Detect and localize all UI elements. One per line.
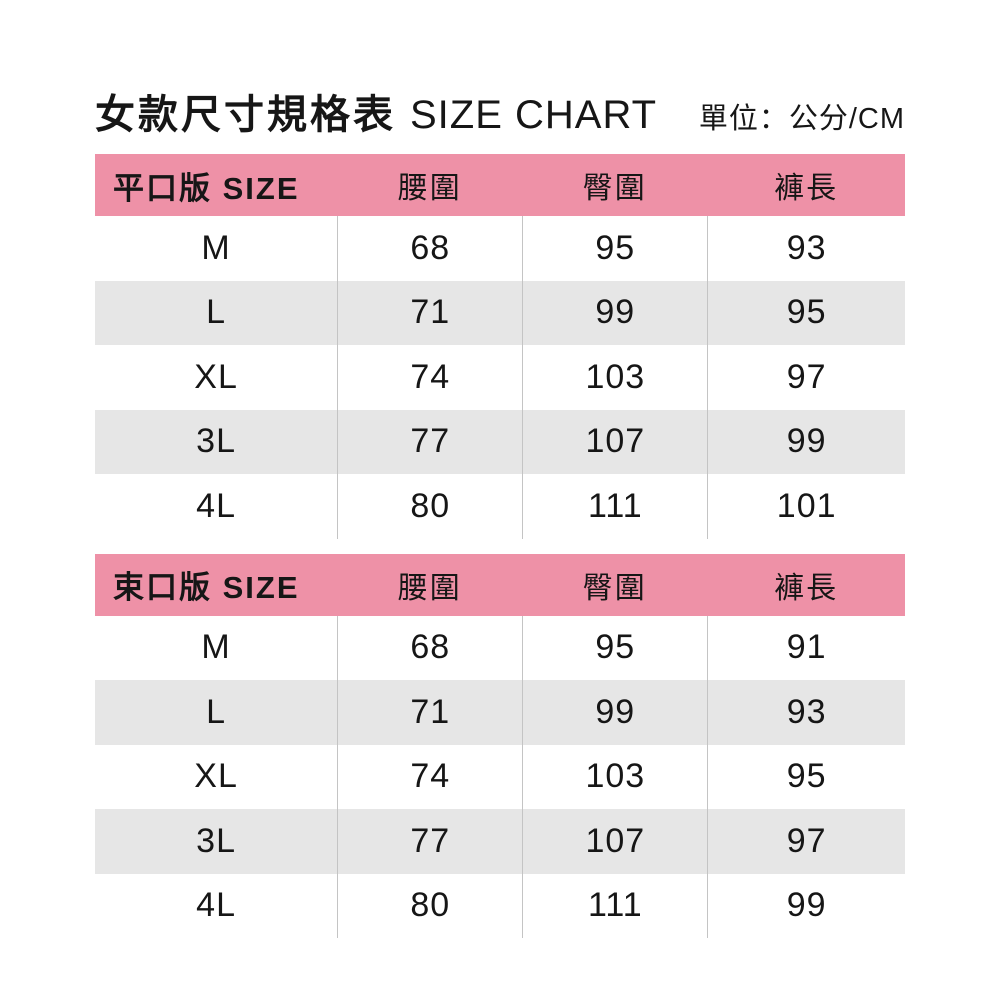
table-header: 束口版 SIZE 腰圍 臀圍 褲長 bbox=[95, 553, 905, 616]
table-row: M 68 95 91 bbox=[95, 615, 905, 680]
waist-cell: 77 bbox=[337, 409, 522, 474]
title-row: 女款尺寸規格表 SIZE CHART 單位：公分/CM bbox=[95, 82, 905, 140]
length-cell: 101 bbox=[707, 474, 905, 539]
table-row: 3L 77 107 97 bbox=[95, 809, 905, 874]
size-label-cell: 3L bbox=[196, 821, 236, 860]
hip-cell: 111 bbox=[522, 474, 707, 539]
col-header-hip: 臀圍 bbox=[582, 172, 647, 205]
waist-cell: 80 bbox=[337, 474, 522, 539]
hip-cell: 103 bbox=[522, 345, 707, 410]
length-cell: 95 bbox=[707, 280, 905, 345]
table-row: M 68 95 93 bbox=[95, 216, 905, 281]
table-title-label: 束口版 SIZE bbox=[113, 570, 300, 605]
table-title-label: 平口版 SIZE bbox=[113, 170, 300, 206]
hip-cell: 95 bbox=[522, 615, 707, 680]
size-label-cell: XL bbox=[194, 757, 238, 796]
hip-cell: 99 bbox=[522, 280, 707, 345]
waist-cell: 80 bbox=[337, 873, 522, 938]
table-row: 4L 80 111 99 bbox=[95, 873, 905, 938]
waist-cell: 71 bbox=[337, 280, 522, 345]
length-cell: 99 bbox=[707, 873, 905, 938]
hip-cell: 107 bbox=[522, 809, 707, 874]
col-header-waist: 腰圍 bbox=[397, 571, 462, 605]
table-row: L 71 99 93 bbox=[95, 680, 905, 745]
size-label-cell: 4L bbox=[196, 886, 236, 925]
table-row: 3L 77 107 99 bbox=[95, 409, 905, 474]
length-cell: 97 bbox=[707, 809, 905, 874]
table-row: XL 74 103 97 bbox=[95, 345, 905, 410]
hip-cell: 107 bbox=[522, 409, 707, 474]
table-header: 平口版 SIZE 腰圍 臀圍 褲長 bbox=[95, 154, 905, 216]
waist-cell: 68 bbox=[337, 615, 522, 680]
page-title-cjk: 女款尺寸規格表 bbox=[95, 93, 396, 137]
table-row: XL 74 103 95 bbox=[95, 744, 905, 809]
table-flat-hem-version: 平口版 SIZE 腰圍 臀圍 褲長 M 68 95 93 L 71 99 95 … bbox=[95, 154, 905, 539]
waist-cell: 68 bbox=[337, 216, 522, 281]
col-header-hip: 臀圍 bbox=[582, 571, 647, 605]
waist-cell: 74 bbox=[337, 744, 522, 809]
size-label-cell: XL bbox=[194, 357, 238, 396]
unit-note: 單位：公分/CM bbox=[698, 103, 905, 135]
page-title-en: SIZE CHART bbox=[410, 93, 658, 137]
size-label-cell: L bbox=[206, 692, 227, 731]
waist-cell: 74 bbox=[337, 345, 522, 410]
length-cell: 93 bbox=[707, 680, 905, 745]
col-header-length: 褲長 bbox=[774, 571, 839, 605]
size-label-cell: M bbox=[201, 228, 231, 267]
hip-cell: 95 bbox=[522, 216, 707, 281]
waist-cell: 71 bbox=[337, 680, 522, 745]
size-label-cell: L bbox=[206, 293, 227, 332]
size-label-cell: 3L bbox=[196, 422, 236, 461]
hip-cell: 111 bbox=[522, 873, 707, 938]
table-row: 4L 80 111 101 bbox=[95, 474, 905, 539]
col-header-waist: 腰圍 bbox=[397, 172, 462, 205]
length-cell: 99 bbox=[707, 409, 905, 474]
length-cell: 97 bbox=[707, 345, 905, 410]
length-cell: 91 bbox=[707, 615, 905, 680]
waist-cell: 77 bbox=[337, 809, 522, 874]
length-cell: 95 bbox=[707, 744, 905, 809]
table-cinched-hem-version: 束口版 SIZE 腰圍 臀圍 褲長 M 68 95 91 L 71 99 93 … bbox=[95, 553, 905, 938]
page-title: 女款尺寸規格表 SIZE CHART bbox=[95, 82, 657, 140]
col-header-length: 褲長 bbox=[774, 172, 839, 205]
hip-cell: 99 bbox=[522, 680, 707, 745]
size-label-cell: M bbox=[201, 628, 231, 667]
length-cell: 93 bbox=[707, 216, 905, 281]
hip-cell: 103 bbox=[522, 744, 707, 809]
table-row: L 71 99 95 bbox=[95, 280, 905, 345]
size-label-cell: 4L bbox=[196, 486, 236, 525]
